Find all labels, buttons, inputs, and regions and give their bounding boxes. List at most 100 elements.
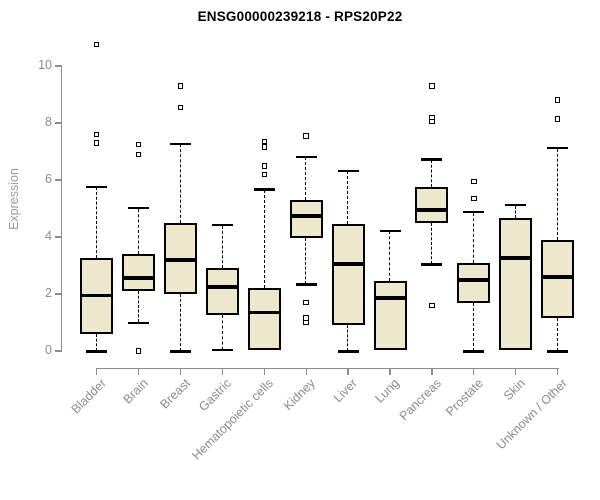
median-brain bbox=[122, 276, 156, 281]
median-hematopoietic-cells bbox=[247, 310, 281, 315]
whisker-cap-lower-brain bbox=[128, 321, 150, 325]
whisker-cap-lower-pancreas bbox=[421, 263, 443, 266]
whisker-cap-upper-prostate bbox=[463, 211, 485, 214]
whisker-cap-upper-bladder bbox=[86, 185, 108, 188]
whisker-upper-prostate bbox=[473, 212, 474, 263]
whisker-lower-unknown-other bbox=[556, 318, 558, 351]
whisker-lower-brain bbox=[137, 291, 139, 323]
whisker-cap-upper-breast bbox=[170, 142, 191, 145]
outlier-hematopoietic-cells bbox=[261, 144, 268, 151]
y-axis-tick bbox=[55, 122, 62, 124]
whisker-upper-brain bbox=[137, 208, 139, 255]
y-tick-label: 0 bbox=[45, 343, 52, 357]
median-liver bbox=[331, 262, 365, 266]
box-prostate bbox=[457, 262, 491, 303]
whisker-upper-liver bbox=[347, 171, 349, 225]
median-pancreas bbox=[415, 208, 449, 212]
whisker-cap-upper-brain bbox=[128, 206, 150, 210]
outlier-brain bbox=[135, 141, 142, 148]
whisker-cap-lower-kidney bbox=[295, 283, 317, 286]
outlier-brain bbox=[135, 348, 142, 354]
outlier-breast bbox=[177, 83, 184, 89]
median-skin bbox=[499, 256, 533, 261]
outlier-bladder bbox=[93, 41, 100, 48]
outlier-kidney bbox=[303, 299, 309, 306]
box-unknown-other bbox=[541, 239, 575, 319]
x-axis-tick bbox=[96, 368, 98, 375]
y-axis-tick bbox=[55, 179, 62, 181]
box-skin bbox=[499, 218, 533, 350]
y-tick-label: 4 bbox=[45, 229, 52, 243]
x-axis-tick bbox=[473, 368, 475, 375]
whisker-cap-lower-prostate bbox=[463, 350, 485, 353]
whisker-lower-gastric bbox=[221, 315, 223, 350]
x-axis-tick bbox=[556, 368, 559, 375]
y-tick-label: 8 bbox=[45, 115, 52, 129]
median-lung bbox=[373, 296, 407, 301]
outlier-prostate bbox=[471, 195, 477, 202]
whisker-lower-bladder bbox=[95, 333, 97, 351]
x-axis-tick bbox=[389, 368, 391, 375]
outlier-bladder bbox=[93, 140, 100, 146]
outlier-pancreas bbox=[429, 302, 435, 309]
box-liver bbox=[331, 224, 365, 326]
whisker-upper-lung bbox=[389, 231, 391, 282]
whisker-cap-lower-breast bbox=[170, 350, 191, 353]
chart-title: ENSG00000239218 - RPS20P22 bbox=[197, 9, 403, 24]
whisker-cap-upper-lung bbox=[379, 229, 401, 232]
outlier-unknown-other bbox=[554, 115, 561, 122]
whisker-upper-unknown-other bbox=[556, 148, 558, 240]
whisker-upper-bladder bbox=[95, 187, 97, 259]
y-axis-tick bbox=[55, 236, 62, 238]
outlier-unknown-other bbox=[554, 97, 561, 103]
y-axis-line bbox=[61, 66, 62, 351]
box-brain bbox=[122, 254, 156, 292]
whisker-lower-prostate bbox=[473, 302, 474, 351]
whisker-cap-lower-unknown-other bbox=[547, 350, 569, 353]
box-kidney bbox=[289, 199, 323, 239]
y-tick-label: 6 bbox=[45, 172, 52, 186]
outlier-brain bbox=[135, 151, 142, 158]
x-axis-line bbox=[95, 368, 559, 370]
whisker-cap-lower-gastric bbox=[211, 348, 233, 352]
whisker-cap-upper-skin bbox=[505, 204, 527, 207]
outlier-kidney bbox=[303, 319, 309, 326]
y-tick-label: 10 bbox=[38, 58, 52, 72]
whisker-lower-breast bbox=[179, 294, 181, 351]
outlier-bladder bbox=[93, 131, 100, 138]
whisker-upper-gastric bbox=[221, 225, 223, 269]
whisker-upper-skin bbox=[514, 205, 516, 219]
median-breast bbox=[164, 257, 197, 262]
x-axis-tick bbox=[515, 368, 517, 375]
median-unknown-other bbox=[541, 275, 575, 279]
box-hematopoietic-cells bbox=[247, 288, 281, 350]
outlier-kidney bbox=[303, 133, 309, 139]
x-axis-tick bbox=[305, 368, 307, 375]
whisker-lower-liver bbox=[347, 325, 349, 351]
whisker-upper-pancreas bbox=[431, 160, 433, 188]
whisker-cap-upper-gastric bbox=[211, 224, 233, 227]
x-axis-tick bbox=[347, 368, 349, 375]
whisker-cap-upper-unknown-other bbox=[547, 147, 569, 150]
x-axis-tick bbox=[221, 368, 224, 375]
y-axis-tick bbox=[55, 65, 62, 67]
y-axis-tick bbox=[55, 293, 62, 295]
box-gastric bbox=[205, 268, 239, 316]
x-axis-tick bbox=[263, 368, 265, 375]
whisker-cap-upper-liver bbox=[337, 169, 359, 173]
median-kidney bbox=[289, 213, 323, 218]
whisker-lower-pancreas bbox=[431, 222, 433, 265]
whisker-cap-lower-bladder bbox=[86, 350, 108, 353]
outlier-hematopoietic-cells bbox=[261, 171, 268, 178]
outlier-pancreas bbox=[429, 118, 435, 125]
outlier-pancreas bbox=[429, 83, 435, 89]
whisker-upper-hematopoietic-cells bbox=[263, 189, 265, 289]
outlier-prostate bbox=[471, 178, 477, 185]
x-axis-tick bbox=[137, 368, 140, 375]
y-axis-tick bbox=[55, 350, 62, 352]
whisker-cap-upper-pancreas bbox=[421, 158, 443, 161]
box-pancreas bbox=[415, 187, 449, 223]
median-bladder bbox=[80, 293, 114, 298]
whisker-cap-upper-kidney bbox=[295, 155, 317, 158]
